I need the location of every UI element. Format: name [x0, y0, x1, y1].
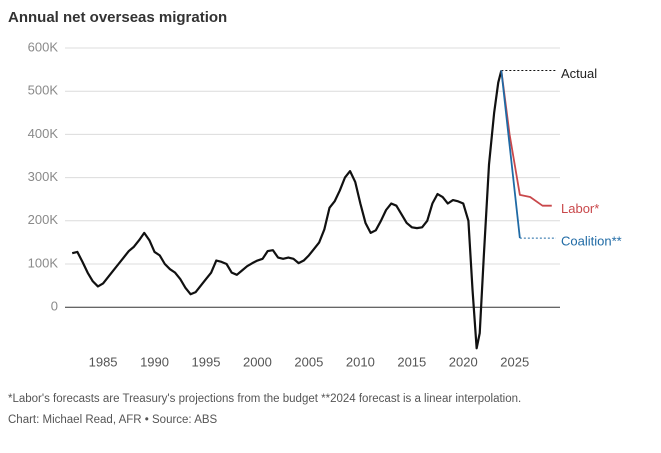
- footnote: *Labor's forecasts are Treasury's projec…: [8, 393, 521, 405]
- series-line: [71, 70, 503, 350]
- y-tick-label: 100K: [28, 255, 59, 270]
- x-tick-label: 2000: [243, 354, 272, 369]
- x-tick-label: 2015: [397, 354, 426, 369]
- credit: Chart: Michael Read, AFR • Source: ABS: [8, 414, 218, 426]
- y-tick-label: 0: [51, 299, 58, 314]
- y-tick-label: 400K: [28, 126, 59, 141]
- series-line: [500, 70, 552, 207]
- x-tick-label: 2020: [449, 354, 478, 369]
- x-tick-label: 1995: [192, 354, 221, 369]
- series-label: Actual: [561, 66, 597, 81]
- x-tick-label: 1985: [89, 354, 118, 369]
- series-line: [500, 70, 521, 239]
- chart-title: Annual net overseas migration: [8, 9, 227, 26]
- y-tick-label: 600K: [28, 39, 59, 54]
- y-tick-label: 200K: [28, 212, 59, 227]
- x-tick-label: 2010: [346, 354, 375, 369]
- y-tick-label: 300K: [28, 169, 59, 184]
- x-tick-label: 2025: [500, 354, 529, 369]
- x-tick-label: 2005: [294, 354, 323, 369]
- series-label: Labor*: [561, 201, 599, 216]
- y-tick-label: 500K: [28, 83, 59, 98]
- series-label: Coalition**: [561, 234, 622, 249]
- x-tick-label: 1990: [140, 354, 169, 369]
